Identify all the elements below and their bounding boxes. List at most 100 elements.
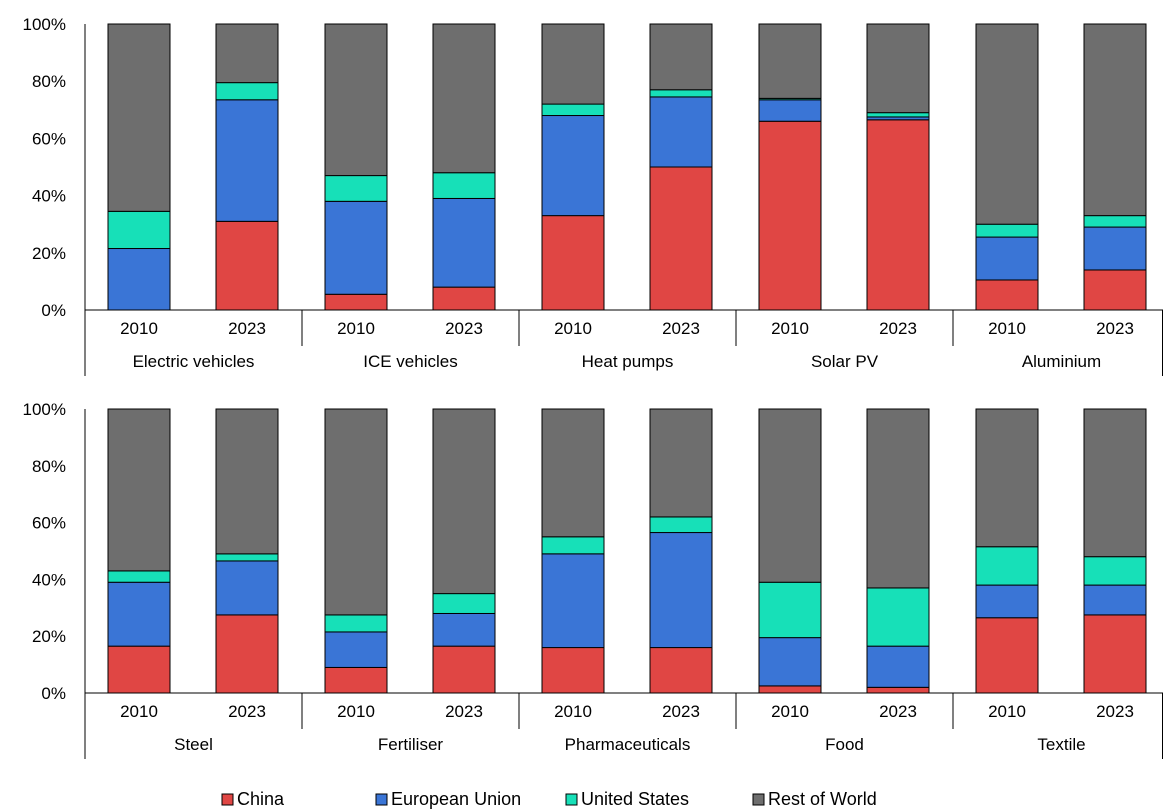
bottom-bar-segment-china — [541, 647, 605, 694]
top-year-label: 2010 — [120, 319, 158, 338]
bottom-bar-segment-european-union — [432, 612, 496, 647]
legend-label-china: China — [237, 789, 285, 809]
top-group-label: Electric vehicles — [133, 352, 255, 371]
bottom-bar-segment-rest-of-world — [975, 408, 1039, 548]
top-group-label: Aluminium — [1022, 352, 1101, 371]
legend-swatch-european-union — [375, 793, 388, 806]
top-bar-segment-rest-of-world — [215, 23, 279, 84]
top-group-label: ICE vehicles — [363, 352, 457, 371]
top-bar-segment-european-union — [432, 197, 496, 288]
top-bar-segment-rest-of-world — [432, 23, 496, 174]
top-bar-segment-european-union — [107, 248, 171, 311]
bottom-bar-segment-united-states — [1083, 556, 1147, 586]
bottom-year-label: 2023 — [662, 702, 700, 721]
top-y-tick-label: 100% — [23, 15, 66, 34]
top-year-label: 2023 — [662, 319, 700, 338]
bottom-bar-segment-china — [1083, 614, 1147, 694]
top-y-tick-label: 20% — [32, 244, 66, 263]
bottom-bar-segment-european-union — [758, 637, 822, 687]
bottom-bar-segment-european-union — [1083, 584, 1147, 616]
top-year-label: 2023 — [445, 319, 483, 338]
top-year-label: 2023 — [879, 319, 917, 338]
bottom-bar-segment-united-states — [975, 546, 1039, 586]
bottom-y-tick-label: 80% — [32, 457, 66, 476]
bottom-bar-segment-united-states — [758, 581, 822, 639]
bottom-year-label: 2010 — [120, 702, 158, 721]
top-bar-segment-united-states — [649, 89, 713, 98]
top-year-label: 2010 — [988, 319, 1026, 338]
bottom-bar-segment-rest-of-world — [215, 408, 279, 555]
bottom-bar-segment-rest-of-world — [1083, 408, 1147, 558]
top-y-tick-label: 80% — [32, 72, 66, 91]
legend-swatch-rest-of-world — [752, 793, 765, 806]
top-bar-segment-european-union — [975, 236, 1039, 281]
bottom-bar-segment-european-union — [107, 581, 171, 647]
legend-label-rest-of-world: Rest of World — [768, 789, 877, 809]
top-bar-segment-china — [758, 120, 822, 311]
bottom-y-tick-label: 0% — [41, 684, 66, 703]
bottom-y-tick-label: 20% — [32, 627, 66, 646]
bottom-bar-segment-european-union — [975, 584, 1039, 619]
top-group-label: Heat pumps — [582, 352, 674, 371]
top-year-label: 2010 — [337, 319, 375, 338]
bottom-bar-segment-rest-of-world — [649, 408, 713, 518]
top-y-tick-label: 0% — [41, 301, 66, 320]
bottom-bar-segment-rest-of-world — [541, 408, 605, 538]
bottom-year-label: 2023 — [228, 702, 266, 721]
bottom-bar-segment-rest-of-world — [107, 408, 171, 572]
bottom-year-label: 2010 — [554, 702, 592, 721]
top-y-tick-label: 40% — [32, 187, 66, 206]
bottom-bar-segment-china — [649, 647, 713, 694]
top-bar-segment-european-union — [649, 96, 713, 168]
bottom-year-label: 2023 — [879, 702, 917, 721]
top-bar-segment-china — [1083, 269, 1147, 311]
top-bar-segment-united-states — [1083, 215, 1147, 228]
bottom-bar-segment-rest-of-world — [324, 408, 388, 616]
bottom-bar-segment-european-union — [649, 532, 713, 649]
top-bar-segment-china — [866, 119, 930, 311]
bottom-bar-segment-rest-of-world — [758, 408, 822, 583]
top-bar-segment-china — [975, 279, 1039, 311]
bottom-bar-segment-china — [107, 645, 171, 694]
top-bar-segment-united-states — [107, 210, 171, 250]
top-bar-segment-rest-of-world — [758, 23, 822, 99]
legend-swatch-china — [221, 793, 234, 806]
bottom-bar-segment-european-union — [866, 645, 930, 688]
top-bar-segment-rest-of-world — [975, 23, 1039, 225]
top-bar-segment-china — [324, 293, 388, 311]
bottom-year-label: 2010 — [988, 702, 1026, 721]
top-bar-segment-rest-of-world — [866, 23, 930, 114]
top-bar-segment-rest-of-world — [324, 23, 388, 177]
bottom-year-label: 2023 — [1096, 702, 1134, 721]
bottom-group-label: Pharmaceuticals — [565, 735, 691, 754]
bottom-group-label: Food — [825, 735, 864, 754]
top-bar-segment-china — [432, 286, 496, 311]
bottom-bar-segment-european-union — [541, 553, 605, 649]
bottom-bar-segment-european-union — [215, 560, 279, 616]
bottom-bar-segment-united-states — [649, 516, 713, 534]
bottom-bar-segment-china — [432, 645, 496, 694]
bottom-bar-segment-united-states — [541, 536, 605, 555]
top-year-label: 2010 — [771, 319, 809, 338]
legend-label-european-union: European Union — [391, 789, 521, 809]
top-year-label: 2010 — [554, 319, 592, 338]
bottom-year-label: 2010 — [771, 702, 809, 721]
top-bar-segment-rest-of-world — [1083, 23, 1147, 217]
bottom-year-label: 2010 — [337, 702, 375, 721]
top-bar-segment-united-states — [975, 223, 1039, 238]
bottom-bar-segment-united-states — [107, 570, 171, 583]
bottom-bar-segment-china — [215, 614, 279, 694]
top-bar-segment-united-states — [541, 103, 605, 117]
bottom-bar-segment-united-states — [215, 553, 279, 562]
top-bar-segment-european-union — [215, 99, 279, 222]
bottom-bar-segment-united-states — [324, 614, 388, 633]
bottom-bar-segment-china — [758, 685, 822, 694]
bottom-group-label: Steel — [174, 735, 213, 754]
legend-swatch-united-states — [565, 793, 578, 806]
bottom-bar-segment-united-states — [432, 593, 496, 614]
bottom-group-label: Fertiliser — [378, 735, 444, 754]
top-y-tick-label: 60% — [32, 129, 66, 148]
bottom-year-label: 2023 — [445, 702, 483, 721]
bottom-bar-segment-china — [866, 686, 930, 694]
